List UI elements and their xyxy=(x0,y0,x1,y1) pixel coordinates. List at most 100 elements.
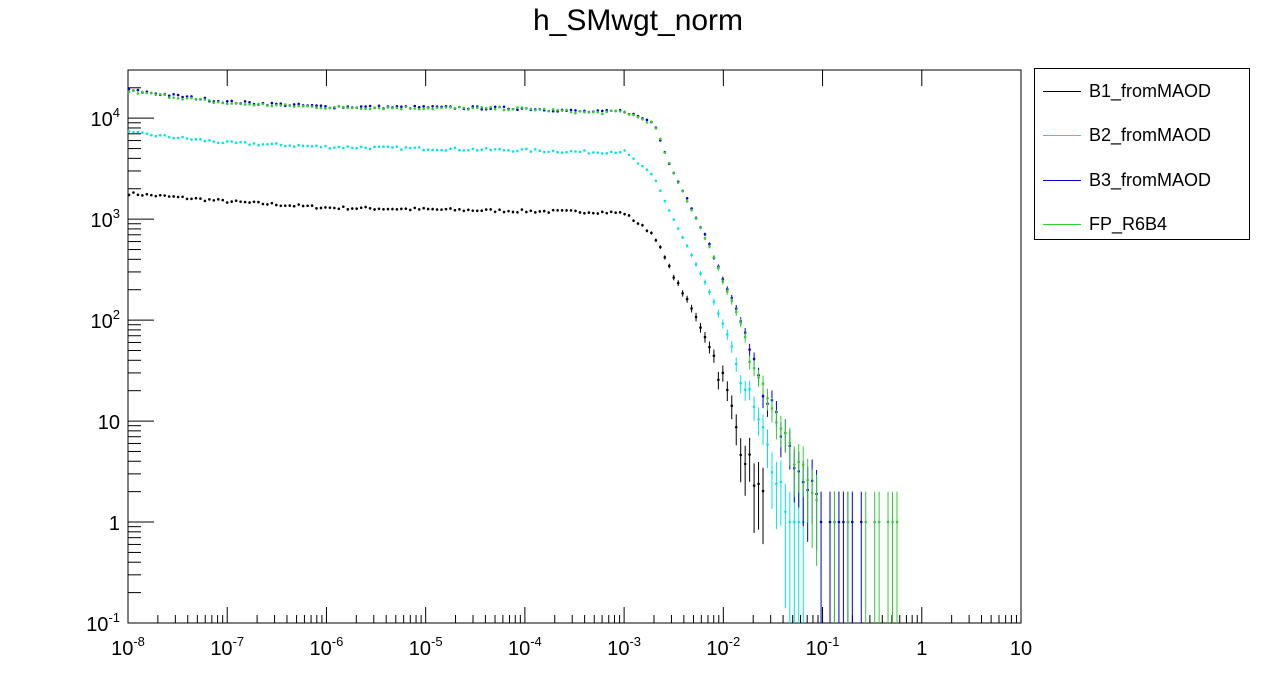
data-point xyxy=(498,147,501,151)
data-point xyxy=(583,149,586,152)
data-point xyxy=(225,140,229,143)
data-point xyxy=(435,106,439,110)
data-point xyxy=(462,106,466,110)
data-point xyxy=(400,207,403,211)
data-point xyxy=(377,104,381,108)
data-point xyxy=(569,108,573,112)
data-point xyxy=(583,211,586,215)
data-point xyxy=(266,203,269,206)
data-point xyxy=(413,107,417,110)
data-point xyxy=(275,103,278,107)
data-point xyxy=(288,104,292,107)
data-point xyxy=(431,105,434,108)
data-point xyxy=(618,109,622,113)
legend-item-b3: B3_fromMAOD xyxy=(1035,166,1249,196)
data-point xyxy=(333,146,336,149)
data-point xyxy=(212,199,216,202)
data-point xyxy=(873,520,876,524)
data-point xyxy=(359,206,363,210)
data-point xyxy=(158,92,162,96)
data-point xyxy=(864,520,868,524)
data-point xyxy=(600,112,604,116)
data-point xyxy=(516,106,519,109)
data-point xyxy=(659,137,662,141)
data-point xyxy=(328,147,332,150)
data-point xyxy=(458,148,461,152)
y-tick-label: 104 xyxy=(91,105,120,131)
data-point xyxy=(547,211,551,214)
data-point xyxy=(779,480,783,484)
data-point xyxy=(266,142,269,146)
data-point xyxy=(627,153,631,157)
data-point xyxy=(592,110,595,114)
data-point xyxy=(297,203,300,206)
data-point xyxy=(141,90,144,94)
legend-item-fp: FP_R6B4 xyxy=(1035,210,1249,240)
data-point xyxy=(471,209,475,212)
data-point xyxy=(297,104,300,108)
data-point xyxy=(538,108,542,111)
data-point xyxy=(449,147,452,150)
data-point xyxy=(176,195,180,199)
data-point xyxy=(641,117,644,121)
data-point xyxy=(315,104,318,107)
data-point xyxy=(373,145,376,149)
data-point xyxy=(266,104,269,107)
data-point xyxy=(422,148,425,152)
data-point xyxy=(645,229,649,233)
data-point xyxy=(788,520,792,524)
data-point xyxy=(636,222,640,225)
legend-label-fp: FP_R6B4 xyxy=(1089,214,1168,234)
x-tick-label: 10-6 xyxy=(310,634,344,660)
data-point xyxy=(520,208,524,211)
data-point xyxy=(391,146,394,149)
data-point xyxy=(502,148,506,152)
legend-label-b2: B2_fromMAOD xyxy=(1089,125,1212,145)
data-point xyxy=(270,104,274,108)
data-point xyxy=(596,110,600,114)
data-point xyxy=(216,100,220,104)
data-point xyxy=(730,299,734,303)
data-point xyxy=(417,208,421,211)
data-point xyxy=(431,148,434,152)
data-point xyxy=(315,106,318,110)
data-point xyxy=(252,142,256,145)
data-point xyxy=(645,121,649,124)
data-point xyxy=(337,145,341,149)
data-point xyxy=(234,199,238,202)
data-point xyxy=(815,498,818,502)
data-point xyxy=(377,145,381,149)
data-point xyxy=(444,106,448,109)
data-point xyxy=(333,206,336,210)
data-point xyxy=(507,149,510,152)
data-point xyxy=(842,520,845,524)
data-point xyxy=(203,98,207,101)
data-point xyxy=(203,199,207,203)
data-point xyxy=(386,145,390,148)
data-point xyxy=(431,107,434,111)
data-point xyxy=(520,148,524,151)
data-point xyxy=(792,520,796,524)
data-point xyxy=(154,134,158,138)
data-point xyxy=(650,231,653,235)
data-point xyxy=(292,145,296,148)
data-point xyxy=(440,106,443,110)
data-point xyxy=(565,108,568,112)
data-point xyxy=(748,453,751,456)
data-point xyxy=(172,96,175,99)
data-point xyxy=(386,106,390,109)
data-point xyxy=(569,110,573,114)
data-point xyxy=(717,378,720,382)
data-point xyxy=(172,92,175,96)
data-point xyxy=(190,138,193,141)
data-point xyxy=(895,520,899,524)
data-point xyxy=(730,345,734,348)
axes-group: 10-8 10-7 10-6 10-5 10-4 10-3 10-2 10-1 1 10 10-1 1… xyxy=(86,69,1032,660)
data-point xyxy=(221,141,225,145)
data-point xyxy=(574,109,577,112)
data-point xyxy=(784,510,787,514)
data-point xyxy=(373,208,376,211)
data-point xyxy=(547,109,551,113)
data-point xyxy=(632,113,635,117)
data-point xyxy=(283,144,287,148)
